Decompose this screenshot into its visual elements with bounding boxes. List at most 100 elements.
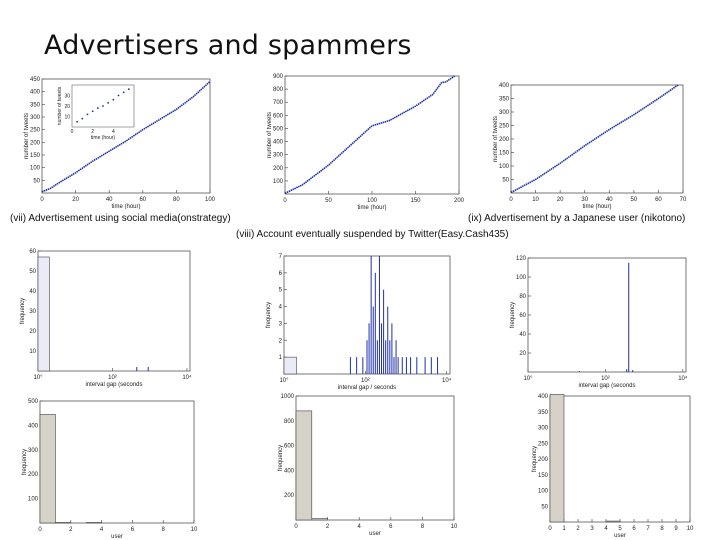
x-tick-label: 200 <box>454 198 465 204</box>
y-tick-label: 30 <box>29 309 36 315</box>
y-tick-label: 40 <box>519 332 526 338</box>
y-axis-label: number of tweets <box>24 113 30 159</box>
y-tick-label: 250 <box>30 128 41 134</box>
y-tick-label: 3 <box>279 321 283 327</box>
x-tick-label: 20 <box>557 197 564 203</box>
x-tick-label: 6 <box>131 527 135 533</box>
y-tick-label: 1 <box>279 355 283 361</box>
x-tick-label: 10 <box>451 524 458 530</box>
y-tick-label: 200 <box>499 137 510 143</box>
x-tick-label: 10⁴ <box>678 375 688 382</box>
x-tick-label: 3 <box>590 526 594 532</box>
y-tick-label: 40 <box>29 289 36 295</box>
x-tick-label: 50 <box>631 197 638 203</box>
x-tick-label: 150 <box>410 198 421 204</box>
plot-frame <box>510 84 684 194</box>
plot-frame <box>295 395 455 521</box>
caption-left: (vii) Advertisement using social media(o… <box>10 213 231 224</box>
x-tick-label: 0 <box>38 527 42 533</box>
x-axis-label: interval gap / seconds <box>338 385 396 391</box>
x-tick-label: 0 <box>294 524 298 530</box>
x-axis-label: user <box>111 534 123 540</box>
y-tick-label: 300 <box>538 426 549 432</box>
y-tick-label: 500 <box>273 126 284 132</box>
x-tick-label: 10² <box>361 378 370 384</box>
y-tick-label: 800 <box>273 87 284 93</box>
x-tick-label: 6 <box>632 526 636 532</box>
inset-point <box>107 101 110 104</box>
y-tick-label: 5 <box>279 288 283 294</box>
x-tick-label: 5 <box>618 526 622 532</box>
x-tick-label: 10 <box>191 527 198 533</box>
x-tick-label: 100 <box>367 198 378 204</box>
y-tick-label: 350 <box>30 102 41 108</box>
y-axis-label: frequency <box>532 446 538 472</box>
y-tick-label: 600 <box>273 113 284 119</box>
inset-x-axis-label: time (hour) <box>91 135 116 141</box>
inset-point <box>112 98 115 101</box>
y-tick-label: 200 <box>538 457 549 463</box>
x-axis-label: user <box>614 533 626 539</box>
y-tick-label: 100 <box>516 275 527 281</box>
y-tick-label: 400 <box>28 423 39 429</box>
x-axis-label: time (hour) <box>582 204 611 210</box>
y-tick-label: 600 <box>284 444 295 450</box>
plot-frame <box>527 257 687 373</box>
x-tick-label: 0 <box>40 197 44 203</box>
x-tick-label: 1 <box>562 526 566 532</box>
y-tick-label: 200 <box>284 493 295 499</box>
x-tick-label: 10° <box>523 376 533 382</box>
y-tick-label: 150 <box>30 153 41 159</box>
histogram-bar <box>311 518 328 521</box>
y-tick-label: 150 <box>538 473 549 479</box>
y-tick-label: 400 <box>284 468 295 474</box>
y-tick-label: 80 <box>519 294 526 300</box>
x-tick-label: 4 <box>358 524 362 530</box>
y-tick-label: 120 <box>516 256 527 262</box>
x-tick-label: 8 <box>421 524 425 530</box>
inset-x-tick-label: 0 <box>71 129 74 135</box>
x-tick-label: 10² <box>601 376 610 382</box>
plot-frame <box>39 400 195 524</box>
plot-frame <box>37 250 191 372</box>
inset-point <box>102 105 104 107</box>
y-tick-label: 50 <box>502 178 509 184</box>
inset-point <box>91 110 94 113</box>
y-tick-label: 10 <box>29 349 36 355</box>
chart-user-onstrategy: 100 200 300 400 500 0 2 4 6 8 10 user frequency <box>14 395 199 540</box>
y-tick-label: 60 <box>29 249 36 255</box>
y-tick-label: 20 <box>519 351 526 357</box>
x-tick-label: 0 <box>283 198 287 204</box>
y-tick-label: 6 <box>279 271 283 277</box>
x-tick-label: 50 <box>325 198 332 204</box>
y-tick-label: 20 <box>29 329 36 335</box>
chart-interval-nikotono: 20 40 60 80 100 120 10° 10² 10⁴ interval gap (sec… <box>500 250 690 390</box>
x-tick-label: 30 <box>581 197 588 203</box>
chart-tweets-nikotono: 50 100 150 200 250 300 350 400 0 10 20 30 40 50 60 70 ti… <box>485 75 690 210</box>
caption-right: (ix) Advertisement by a Japanese user (n… <box>468 213 686 224</box>
y-tick-label: 2 <box>279 338 283 344</box>
x-tick-label: 80 <box>173 197 180 203</box>
x-axis-label: interval gap (seconds <box>578 383 635 389</box>
histogram-bar <box>605 520 621 523</box>
series-line <box>41 80 211 193</box>
chart-tweets-easycash: 100 200 300 400 500 600 700 800 900 0 50 100 150 200 t… <box>263 72 468 212</box>
x-tick-label: 10⁴ <box>442 377 452 384</box>
x-tick-label: 10 <box>532 197 539 203</box>
x-tick-label: 0 <box>509 197 513 203</box>
x-tick-label: 2 <box>69 527 73 533</box>
y-tick-label: 450 <box>30 77 41 83</box>
y-tick-label: 200 <box>273 166 284 172</box>
x-axis-label: time (hour) <box>357 205 386 211</box>
y-tick-label: 7 <box>279 254 283 260</box>
x-tick-label: 20 <box>72 197 79 203</box>
plot-frame <box>284 75 460 195</box>
y-tick-label: 400 <box>499 83 510 89</box>
x-tick-label: 2 <box>576 526 580 532</box>
x-tick-label: 8 <box>162 527 166 533</box>
chart-tweets-onstrategy: 50 100 150 200 250 300 350 400 450 0 20 40 60 80 100 ti… <box>18 75 218 210</box>
inset-point <box>96 107 99 109</box>
x-axis-label: interval gap (seconds <box>85 382 142 388</box>
x-tick-label: 6 <box>389 524 393 530</box>
x-tick-label: 2 <box>326 524 330 530</box>
